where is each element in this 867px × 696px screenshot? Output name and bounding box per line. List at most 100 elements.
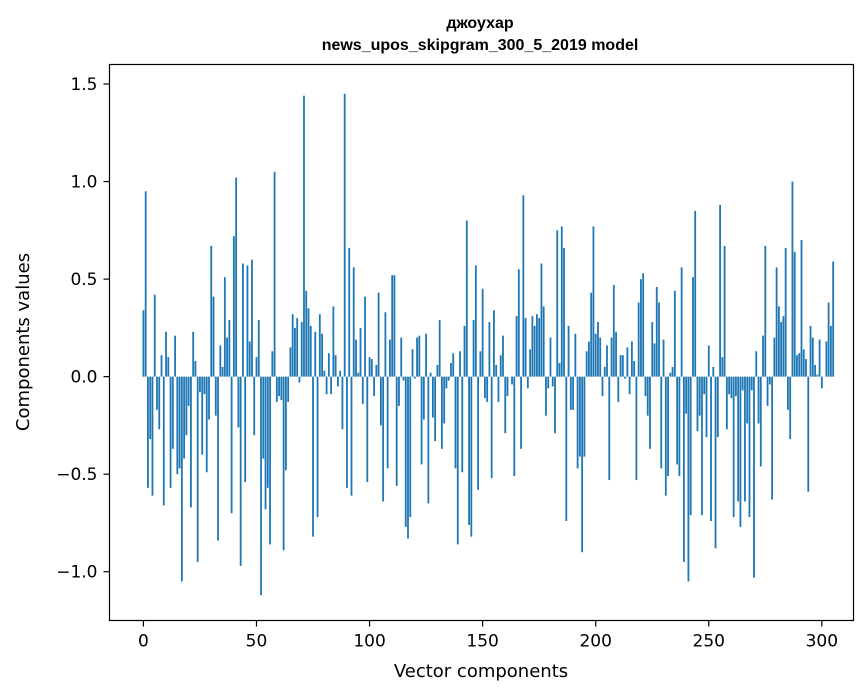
bar-257 <box>723 245 726 377</box>
bar-235 <box>673 290 676 377</box>
bar-292 <box>802 349 805 377</box>
bar-21 <box>190 376 192 508</box>
bar-55 <box>266 376 269 488</box>
bar-89 <box>343 93 346 377</box>
bar-199 <box>592 226 595 377</box>
bar-289 <box>796 355 798 377</box>
bar-59 <box>275 376 278 402</box>
bar-7 <box>158 376 161 430</box>
bar-222 <box>644 376 647 397</box>
bar-143 <box>465 220 468 377</box>
bar-43 <box>239 376 242 566</box>
bar-28 <box>205 376 208 473</box>
bar-177 <box>542 306 545 377</box>
bar-108 <box>386 376 389 469</box>
bar-72 <box>305 290 308 377</box>
bar-198 <box>590 292 593 377</box>
bar-264 <box>739 376 742 527</box>
bar-194 <box>581 376 584 553</box>
bar-204 <box>603 366 606 377</box>
bar-188 <box>567 325 570 377</box>
bar-221 <box>642 273 645 377</box>
bar-17 <box>180 376 183 582</box>
bar-25 <box>199 376 201 393</box>
bar-82 <box>327 353 330 377</box>
bar-52 <box>260 376 262 596</box>
bar-200 <box>594 333 597 377</box>
bar-24 <box>196 376 199 562</box>
bar-291 <box>800 240 803 377</box>
bar-164 <box>513 376 516 477</box>
bar-156 <box>495 364 498 377</box>
bar-144 <box>468 376 470 525</box>
bar-216 <box>630 341 633 377</box>
bar-135 <box>447 376 450 381</box>
bar-105 <box>379 376 382 426</box>
bar-261 <box>732 376 735 518</box>
bar-214 <box>626 347 629 377</box>
bar-85 <box>334 355 337 377</box>
bar-290 <box>798 353 801 377</box>
bar-231 <box>664 376 667 496</box>
bar-109 <box>389 339 391 377</box>
bar-202 <box>599 337 602 377</box>
bar-132 <box>441 376 443 449</box>
bar-181 <box>551 376 554 387</box>
bar-297 <box>814 364 816 377</box>
bar-114 <box>400 337 403 377</box>
bar-298 <box>816 374 819 377</box>
bar-282 <box>780 322 783 377</box>
bar-150 <box>481 288 484 377</box>
bar-248 <box>703 376 706 395</box>
bar-173 <box>533 325 536 377</box>
bar-112 <box>395 376 398 486</box>
bar-193 <box>578 376 581 457</box>
bar-13 <box>171 376 174 449</box>
bar-278 <box>771 376 773 500</box>
bar-54 <box>264 376 267 510</box>
bar-51 <box>257 320 260 377</box>
bar-242 <box>689 376 692 516</box>
plot-frame <box>108 63 855 622</box>
bar-295 <box>809 325 812 377</box>
y-tick-label: 0.5 <box>70 270 97 290</box>
bar-172 <box>531 316 534 377</box>
x-tick-label: 200 <box>579 632 611 652</box>
bar-33 <box>217 376 219 541</box>
bar-166 <box>517 269 520 377</box>
bar-272 <box>757 376 760 424</box>
bar-83 <box>330 376 333 395</box>
bar-9 <box>162 376 165 506</box>
bar-303 <box>827 302 830 377</box>
bar-269 <box>750 376 753 391</box>
bar-20 <box>187 376 190 406</box>
bar-157 <box>497 376 500 402</box>
chart-title-line-2: news_upos_skipgram_300_5_2019 model <box>322 37 639 54</box>
bar-91 <box>348 247 351 377</box>
bar-285 <box>787 376 789 410</box>
bar-3 <box>149 376 152 440</box>
bar-180 <box>549 337 552 377</box>
bar-14 <box>174 335 176 377</box>
bar-153 <box>488 322 491 377</box>
bar-192 <box>576 376 579 469</box>
bar-217 <box>633 361 636 377</box>
bar-137 <box>452 353 455 377</box>
bar-258 <box>725 376 728 430</box>
bar-279 <box>773 337 776 377</box>
bar-113 <box>398 376 400 406</box>
bar-27 <box>203 376 206 395</box>
bar-185 <box>560 226 563 377</box>
bar-191 <box>574 333 577 377</box>
bar-111 <box>393 275 396 377</box>
bar-226 <box>653 343 656 377</box>
bar-195 <box>583 376 586 457</box>
bar-154 <box>490 376 493 479</box>
bar-1 <box>144 191 147 377</box>
bar-255 <box>719 204 721 377</box>
bar-12 <box>169 376 172 488</box>
bar-139 <box>456 376 459 545</box>
bar-8 <box>160 355 163 377</box>
bar-76 <box>314 331 317 377</box>
bar-171 <box>529 349 532 377</box>
